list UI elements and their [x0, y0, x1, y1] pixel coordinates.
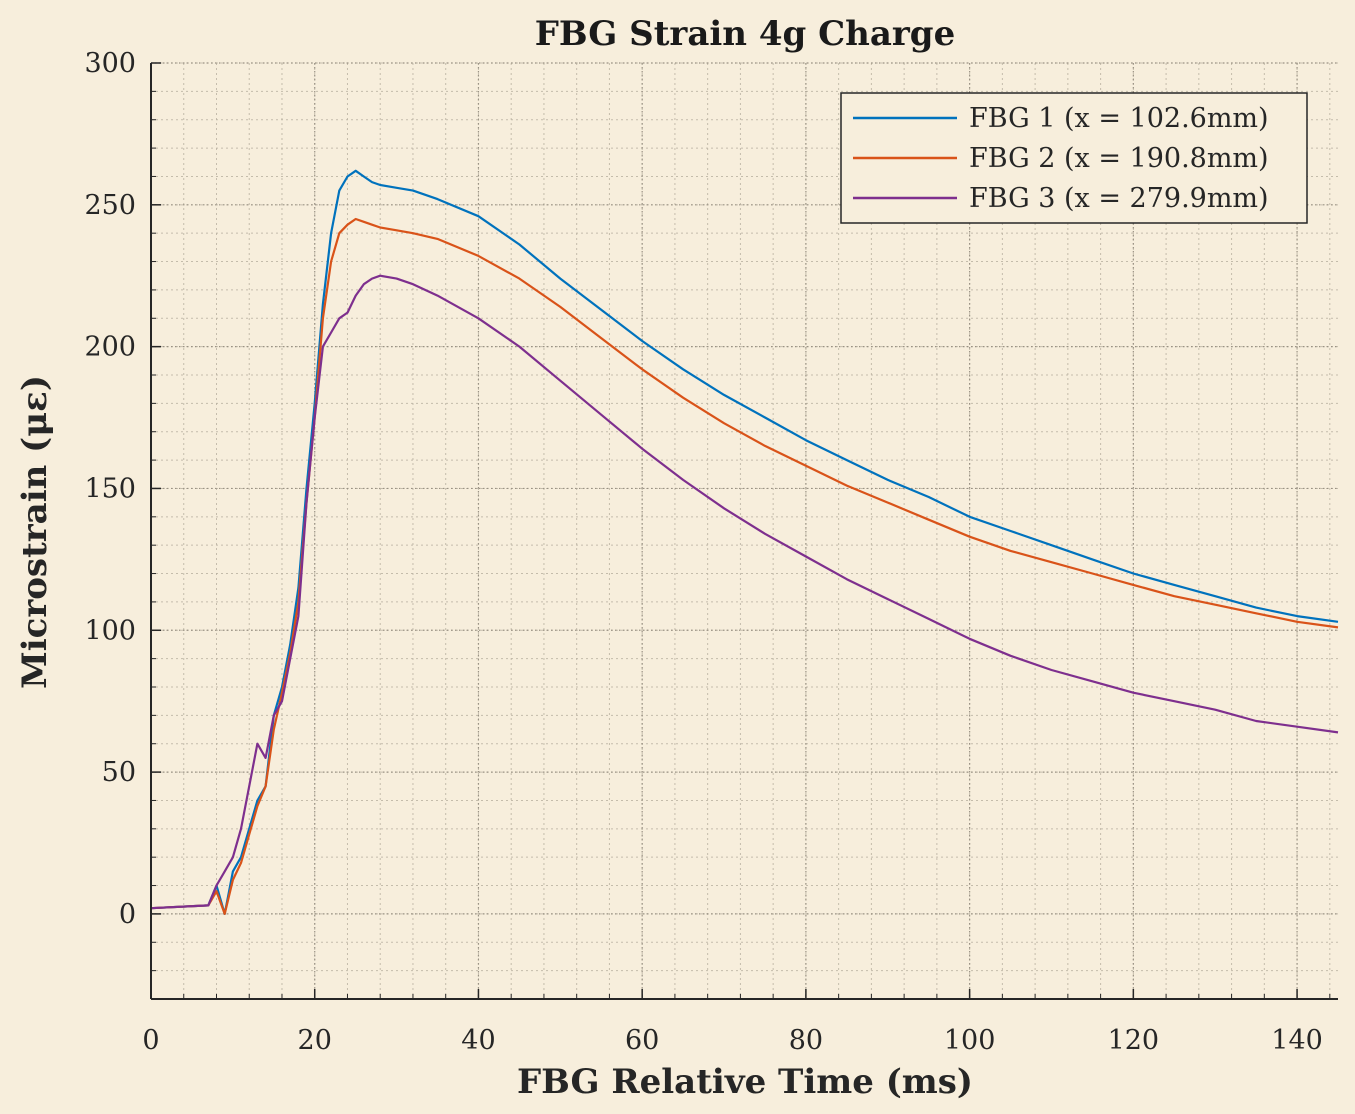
x-tick-label: 0 [142, 1025, 159, 1056]
y-tick-label: 250 [84, 190, 136, 221]
axes [150, 63, 1338, 1000]
y-tick-label: 150 [84, 473, 136, 504]
x-tick-label: 100 [944, 1025, 996, 1056]
legend: FBG 1 (x = 102.6mm) FBG 2 (x = 190.8mm) FB… [840, 92, 1308, 224]
y-tick-label: 300 [84, 48, 136, 79]
y-tick-label: 100 [84, 615, 136, 646]
legend-label-1: FBG 1 (x = 102.6mm) [969, 103, 1269, 134]
y-axis-title: Microstrain (με) [15, 375, 55, 689]
x-tick-label: 120 [1108, 1025, 1160, 1056]
series-line-3 [150, 274, 1339, 910]
x-tick-label: 140 [1271, 1025, 1323, 1056]
y-tick-label: 50 [102, 757, 136, 788]
legend-label-2: FBG 2 (x = 190.8mm) [969, 143, 1269, 174]
chart-title: FBG Strain 4g Charge [535, 14, 955, 54]
series-line-2 [150, 217, 1339, 916]
y-tick-label: 200 [84, 332, 136, 363]
x-tick-label: 80 [789, 1025, 823, 1056]
x-tick-label: 40 [461, 1025, 495, 1056]
x-tick-label: 60 [625, 1025, 659, 1056]
x-tick-label: 20 [298, 1025, 332, 1056]
y-tick-label: 0 [119, 899, 136, 930]
legend-label-3: FBG 3 (x = 279.9mm) [969, 183, 1269, 214]
ticks: 0 20 40 60 80 100 120 140 0 50 100 150 200 250 300 [84, 48, 1331, 1056]
series-group [150, 169, 1339, 916]
x-axis-title: FBG Relative Time (ms) [517, 1062, 973, 1102]
